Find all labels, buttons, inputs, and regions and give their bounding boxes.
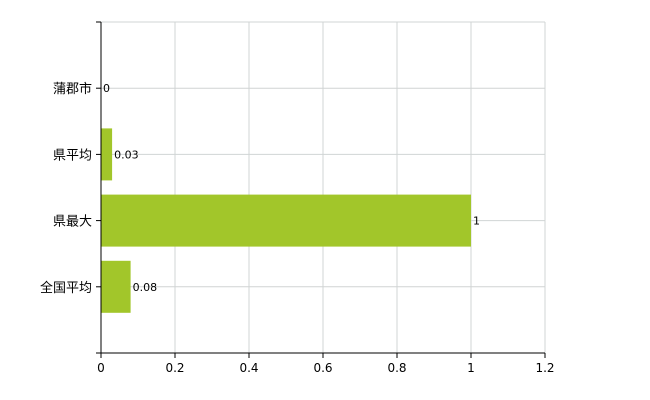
bar [101, 194, 471, 247]
x-tick-label: 1 [467, 361, 475, 375]
x-tick-label: 0.6 [313, 361, 332, 375]
x-tick-label: 0.8 [387, 361, 406, 375]
data-label: 1 [473, 215, 480, 228]
bar [101, 260, 131, 313]
x-tick-label: 0.2 [165, 361, 184, 375]
bar [101, 128, 113, 181]
x-tick-label: 1.2 [535, 361, 554, 375]
data-label: 0.08 [133, 281, 158, 294]
data-label: 0.03 [114, 148, 139, 161]
category-label: 蒲郡市 [53, 81, 92, 97]
category-label: 県平均 [53, 148, 92, 163]
x-tick-label: 0.4 [239, 361, 258, 375]
category-label: 全国平均 [40, 280, 92, 296]
category-label: 県最大 [53, 215, 92, 230]
x-tick-label: 0 [97, 361, 105, 375]
data-label: 0 [103, 82, 110, 95]
